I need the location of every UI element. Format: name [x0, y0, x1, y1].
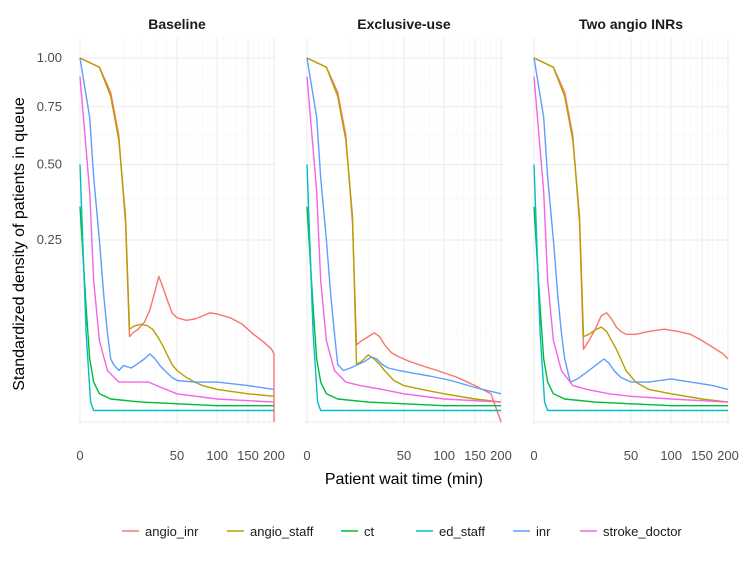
facet-panel-0: 0 50 100 150 200 Baseline	[76, 16, 284, 463]
y-axis: 0.25 0.50 0.75 1.00	[37, 50, 62, 247]
x-tick-label: 0	[303, 448, 310, 463]
legend-label: angio_inr	[145, 524, 199, 539]
x-tick-label: 50	[397, 448, 411, 463]
y-tick-label: 1.00	[37, 50, 62, 65]
y-tick-label: 0.75	[37, 99, 62, 114]
series-line-ct	[306, 206, 501, 407]
legend-item-inr: inr	[513, 524, 551, 539]
x-tick-label: 100	[206, 448, 228, 463]
series-line-angio_staff	[533, 57, 729, 403]
x-tick-label: 150	[691, 448, 713, 463]
series-line-angio_staff	[79, 57, 275, 397]
legend-label: ct	[364, 524, 375, 539]
series-line-inr	[533, 57, 729, 391]
series-line-ct	[533, 206, 728, 407]
legend-item-stroke_doctor: stroke_doctor	[580, 524, 682, 539]
series-line-inr	[306, 57, 502, 395]
series-line-angio_staff	[306, 57, 502, 403]
x-tick-label: 200	[263, 448, 285, 463]
legend-item-angio_inr: angio_inr	[122, 524, 199, 539]
facet-title: Exclusive-use	[357, 16, 451, 32]
x-axis-title: Patient wait time (min)	[325, 471, 483, 488]
x-tick-label: 150	[464, 448, 486, 463]
x-tick-label: 0	[76, 448, 83, 463]
legend-label: ed_staff	[439, 524, 485, 539]
legend-item-angio_staff: angio_staff	[227, 524, 314, 539]
series-line-stroke_doctor	[79, 76, 275, 403]
series-line-ct	[79, 206, 274, 407]
facet-title: Two angio INRs	[579, 16, 683, 32]
x-tick-label: 200	[490, 448, 512, 463]
series-line-inr	[79, 57, 275, 391]
x-tick-label: 100	[660, 448, 682, 463]
y-tick-label: 0.50	[37, 157, 62, 172]
legend-item-ed_staff: ed_staff	[416, 524, 485, 539]
y-tick-label: 0.25	[37, 232, 62, 247]
x-tick-label: 50	[170, 448, 184, 463]
x-tick-label: 100	[433, 448, 455, 463]
facets-layer: 0 50 100 150 200 Baseline 0 50 100 150 200 Exclusiv…	[76, 16, 738, 463]
legend-label: stroke_doctor	[603, 524, 682, 539]
legend-item-ct: ct	[341, 524, 375, 539]
series-line-ed_staff	[79, 164, 274, 412]
x-tick-label: 0	[530, 448, 537, 463]
x-tick-label: 50	[624, 448, 638, 463]
facet-title: Baseline	[148, 16, 206, 32]
x-tick-label: 200	[717, 448, 739, 463]
facet-panel-2: 0 50 100 150 200 Two angio INRs	[530, 16, 738, 463]
legend: angio_inr angio_staff ct ed_staff inr stroke_…	[122, 524, 682, 539]
series-line-ed_staff	[306, 164, 501, 412]
series-line-stroke_doctor	[306, 76, 502, 403]
facet-panel-1: 0 50 100 150 200 Exclusive-use	[303, 16, 511, 463]
legend-label: angio_staff	[250, 524, 314, 539]
x-tick-label: 150	[237, 448, 259, 463]
series-line-ed_staff	[533, 164, 728, 412]
series-line-stroke_doctor	[533, 76, 729, 403]
legend-label: inr	[536, 524, 551, 539]
y-axis-title: Standardized density of patients in queu…	[11, 97, 28, 391]
